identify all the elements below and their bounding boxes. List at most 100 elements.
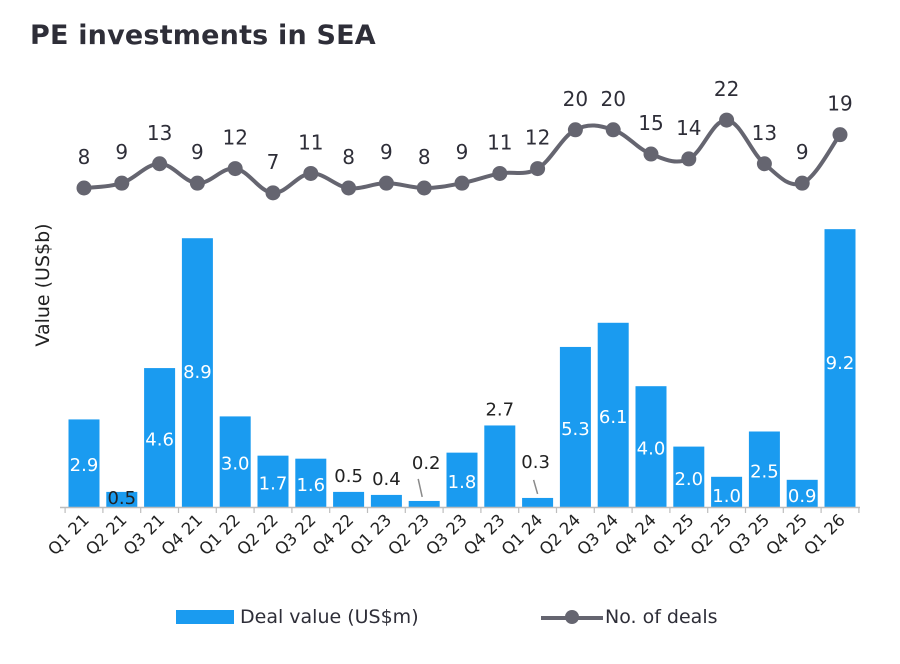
bar-data-label: 6.1	[599, 407, 628, 428]
deal-count-marker	[114, 175, 130, 191]
x-tick-label: Q4 21	[158, 510, 207, 559]
deal-count-label: 19	[827, 92, 852, 116]
bar-data-label: 1.7	[259, 473, 288, 494]
deal-count-label: 9	[191, 140, 204, 164]
x-tick-label: Q4 25	[762, 510, 811, 559]
bar	[824, 229, 856, 507]
leader-line	[417, 478, 423, 498]
deal-count-label: 8	[78, 145, 91, 169]
x-tick-label: Q1 26	[800, 510, 849, 559]
bar	[257, 455, 289, 507]
legend-swatch-line	[541, 610, 603, 624]
x-tick-label: Q3 23	[422, 510, 471, 559]
deal-count-label: 20	[563, 87, 588, 111]
deal-count-marker	[719, 112, 735, 128]
x-tick-label: Q2 25	[687, 510, 736, 559]
bar-data-label: 5.3	[561, 419, 590, 440]
deal-count-marker	[681, 151, 697, 167]
x-tick-label: Q4 24	[611, 510, 660, 559]
bar	[748, 431, 780, 507]
chart-title: PE investments in SEA	[30, 20, 376, 51]
deal-count-marker	[492, 165, 508, 181]
deal-count-marker	[341, 180, 357, 196]
bar-data-label: 0.3	[521, 452, 550, 473]
deal-count-marker	[265, 185, 281, 201]
x-tick-label: Q1 24	[498, 510, 547, 559]
bar	[559, 346, 591, 507]
deal-count-label: 12	[525, 126, 550, 150]
deal-count-marker	[832, 127, 848, 143]
deal-count-label: 15	[638, 111, 663, 135]
leader-line	[532, 479, 539, 495]
bar-data-label: 4.0	[637, 439, 666, 460]
x-tick-label: Q4 23	[460, 510, 509, 559]
bar-data-label: 3.0	[221, 454, 250, 475]
deal-count-marker	[605, 122, 621, 138]
bar-data-label: 9.2	[826, 353, 855, 374]
bar-data-label: 0.5	[334, 466, 363, 487]
bar-data-label: 0.2	[412, 453, 441, 474]
deal-count-label: 14	[676, 116, 701, 140]
bar-data-label: 2.9	[70, 455, 99, 476]
bar	[673, 446, 705, 507]
legend-swatch-bar	[176, 610, 234, 624]
legend-label-deal-value: Deal value (US$m)	[240, 606, 419, 628]
deal-count-marker	[76, 180, 92, 196]
bar-data-label: 1.8	[448, 472, 477, 493]
deal-count-label: 22	[714, 77, 739, 101]
deal-count-label: 11	[487, 130, 512, 154]
bar	[597, 322, 629, 507]
bar-data-label: 2.0	[674, 469, 703, 490]
x-tick-label: Q3 24	[573, 510, 622, 559]
deal-count-label: 20	[600, 87, 625, 111]
bar	[68, 419, 100, 507]
bar-data-label: 1.0	[712, 486, 741, 507]
x-tick-label: Q2 21	[82, 510, 131, 559]
deal-count-label: 9	[115, 140, 128, 164]
x-tick-label: Q1 22	[195, 510, 244, 559]
deal-count-label: 13	[147, 121, 172, 145]
bar-data-label: 0.4	[372, 469, 401, 490]
deal-count-label: 7	[267, 150, 280, 174]
bar	[106, 491, 138, 507]
deal-count-label: 12	[222, 126, 247, 150]
bar	[522, 497, 554, 507]
x-tick-label: Q2 23	[384, 510, 433, 559]
deal-count-label: 13	[752, 121, 777, 145]
deal-count-marker	[152, 156, 168, 172]
deal-count-marker	[227, 161, 243, 177]
deal-count-label: 8	[418, 145, 431, 169]
bar-data-label: 0.9	[788, 486, 817, 507]
deal-count-marker	[794, 175, 810, 191]
deal-count-label: 11	[298, 130, 323, 154]
bar	[484, 425, 516, 507]
x-tick-label: Q4 22	[309, 510, 358, 559]
bar	[181, 238, 213, 507]
deal-count-marker	[303, 165, 319, 181]
deal-count-label: 9	[380, 140, 393, 164]
x-tick-label: Q3 25	[725, 510, 774, 559]
bar-data-label: 0.5	[107, 488, 136, 509]
deal-count-marker	[567, 122, 583, 138]
bar	[370, 494, 402, 507]
bar-data-label: 1.6	[296, 475, 325, 496]
deal-count-marker	[378, 175, 394, 191]
deal-count-marker	[530, 161, 546, 177]
bar	[446, 452, 478, 507]
bar-data-label: 2.5	[750, 461, 779, 482]
x-tick-label: Q2 24	[536, 510, 585, 559]
legend-label-deal-count: No. of deals	[605, 606, 718, 628]
deal-count-label: 8	[342, 145, 355, 169]
deal-count-marker	[643, 146, 659, 162]
bar	[219, 416, 251, 507]
legend-item-deal-value: Deal value (US$m)	[176, 606, 419, 628]
y-axis-label: Value (US$b)	[32, 223, 54, 346]
legend: Deal value (US$m) No. of deals	[0, 606, 900, 636]
x-tick-label: Q2 22	[233, 510, 282, 559]
deal-count-marker	[454, 175, 470, 191]
deal-count-label: 9	[456, 140, 469, 164]
bar	[786, 479, 818, 507]
x-tick-label: Q1 23	[347, 510, 396, 559]
bar-data-label: 4.6	[145, 430, 174, 451]
